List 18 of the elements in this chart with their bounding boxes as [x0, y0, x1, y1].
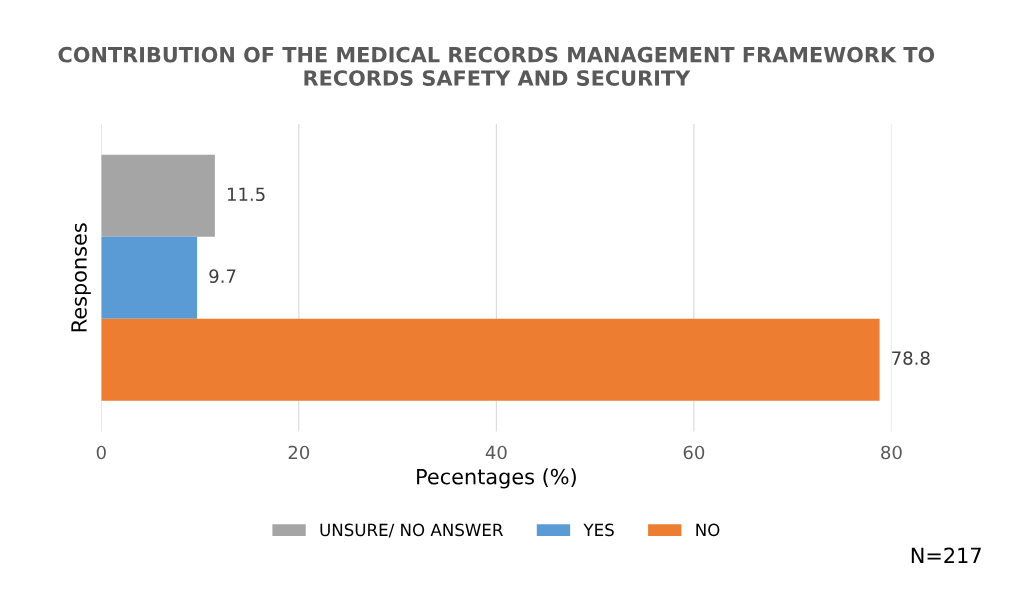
bar — [101, 318, 880, 401]
x-tick-label: 40 — [485, 445, 507, 460]
x-tick-label: 0 — [96, 445, 106, 460]
bar — [101, 236, 198, 319]
x-tick-label: 60 — [683, 445, 705, 460]
x-axis-title: Pecentages (%) — [417, 468, 576, 489]
y-axis-title: Responses — [71, 223, 91, 332]
data-label: 11.5 — [227, 187, 265, 202]
legend-label: NO — [696, 523, 720, 537]
x-tick-label: 80 — [881, 445, 902, 460]
chart-title: CONTRIBUTION OF THE MEDICAL RECORDS MANAGEMENT FRAMEWORK TO RECORDS SAFETY AND SECURITY — [58, 46, 935, 86]
data-label: 78.8 — [892, 351, 930, 365]
legend-label: YES — [583, 523, 614, 537]
text: N=217 — [911, 547, 981, 564]
bar — [101, 154, 215, 237]
legend-label: UNSURE/ NO ANSWER — [320, 523, 503, 538]
x-tick-label: 20 — [288, 445, 310, 460]
data-label: 9.7 — [209, 269, 236, 284]
